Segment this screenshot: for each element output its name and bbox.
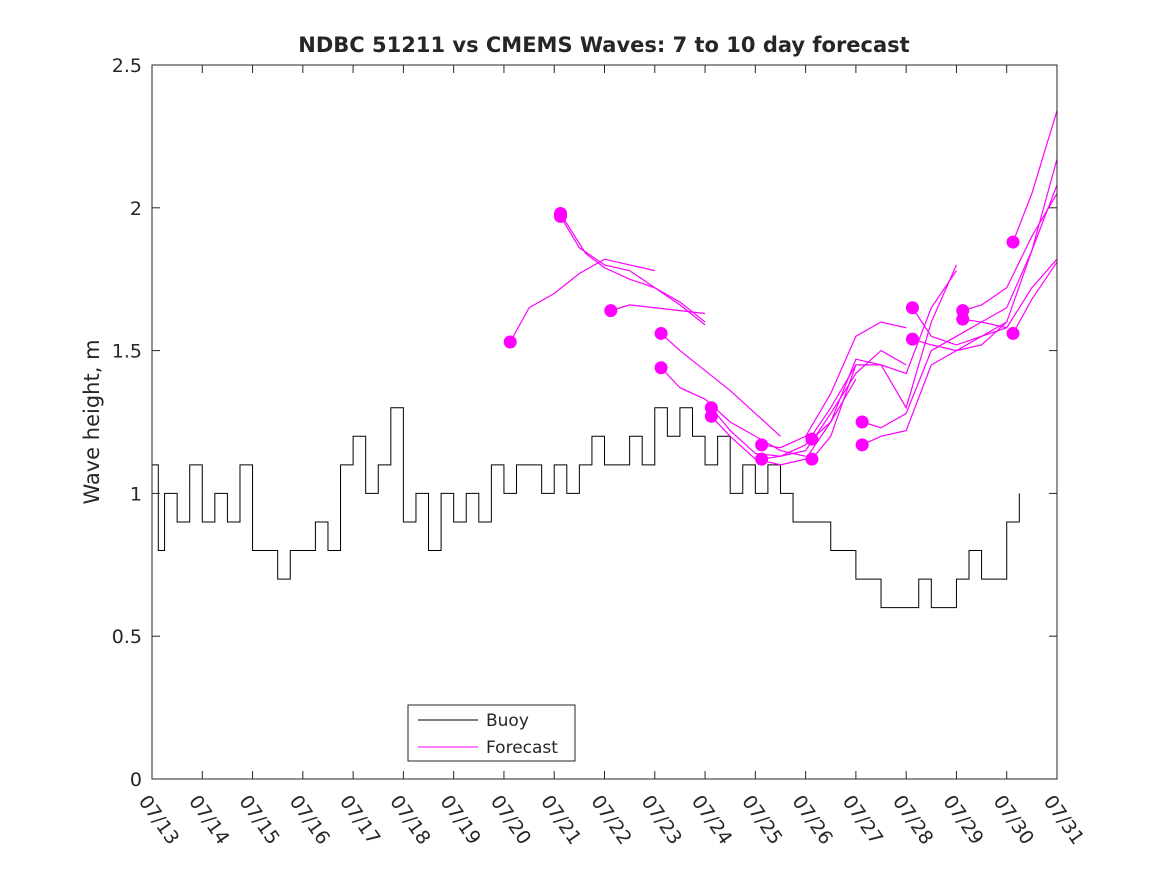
- legend-forecast-label: Forecast: [486, 738, 558, 758]
- chart-title: NDBC 51211 vs CMEMS Waves: 7 to 10 day f…: [298, 33, 909, 57]
- forecast-run-line: [1012, 261, 1058, 334]
- forecast-start-marker: [805, 452, 819, 466]
- forecast-start-marker: [855, 415, 869, 429]
- legend-buoy-label: Buoy: [486, 711, 529, 731]
- forecast-run-line: [660, 333, 781, 437]
- forecast-start-marker: [805, 432, 819, 446]
- forecast-run-line: [559, 216, 706, 326]
- forecast-start-marker: [1006, 326, 1020, 340]
- forecast-run-line: [761, 349, 907, 460]
- forecast-start-marker: [604, 304, 618, 318]
- forecast-start-marker: [755, 438, 769, 452]
- forecast-run-line: [660, 367, 806, 457]
- forecast-run-line: [1012, 110, 1058, 243]
- forecast-start-marker: [905, 301, 919, 315]
- forecast-start-marker: [755, 452, 769, 466]
- forecast-start-marker: [1006, 235, 1020, 249]
- forecast-run-line: [559, 213, 706, 323]
- forecast-run-line: [761, 321, 907, 449]
- y-tick-label: 2.5: [112, 55, 142, 77]
- buoy-series-line: [152, 407, 1020, 609]
- forecast-start-marker: [503, 335, 517, 349]
- forecast-run-line: [509, 258, 655, 343]
- y-axis-label: Wave height, m: [80, 339, 104, 504]
- y-tick-label: 0.5: [112, 626, 142, 648]
- forecast-run-line: [811, 270, 957, 460]
- forecast-start-marker: [654, 326, 668, 340]
- forecast-start-marker: [654, 361, 668, 375]
- forecast-start-marker: [905, 332, 919, 346]
- legend-box: [407, 704, 576, 762]
- forecast-run-line: [962, 159, 1058, 323]
- forecast-start-marker: [855, 438, 869, 452]
- forecast-run-line: [911, 258, 1058, 346]
- forecast-run-line: [610, 304, 706, 315]
- y-tick-label: 0: [130, 769, 142, 791]
- forecast-start-marker: [704, 409, 718, 423]
- legend: Buoy Forecast: [407, 704, 576, 762]
- y-tick-label: 1.5: [112, 341, 142, 363]
- forecast-start-marker: [956, 312, 970, 326]
- forecast-start-marker: [554, 209, 568, 223]
- series-layer: [152, 110, 1058, 609]
- plot-area: [152, 65, 1057, 779]
- y-tick-label: 1: [130, 483, 142, 505]
- y-tick-label: 2: [130, 198, 142, 220]
